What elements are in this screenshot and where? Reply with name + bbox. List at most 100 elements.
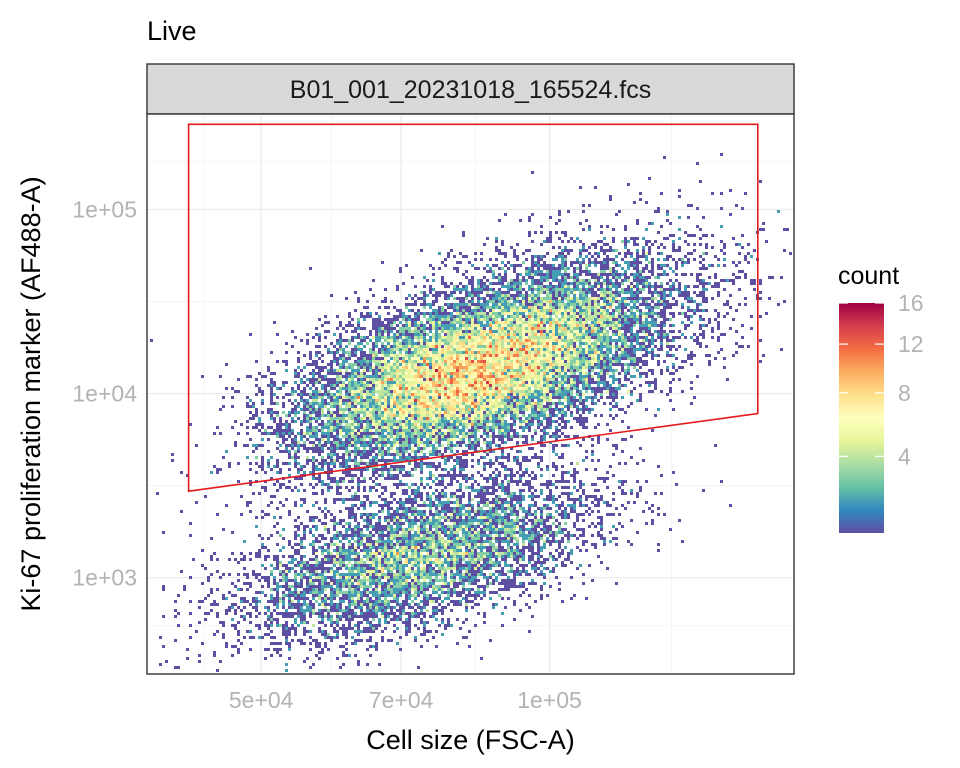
density-cell bbox=[453, 384, 456, 387]
density-cell bbox=[483, 303, 486, 306]
density-cell bbox=[450, 336, 453, 339]
density-cell bbox=[612, 360, 615, 363]
density-cell bbox=[483, 390, 486, 393]
density-cell bbox=[579, 366, 582, 369]
density-cell bbox=[444, 414, 447, 417]
density-cell bbox=[339, 585, 342, 588]
density-cell bbox=[345, 366, 348, 369]
density-cell bbox=[507, 549, 510, 552]
density-cell bbox=[492, 537, 495, 540]
density-cell bbox=[576, 411, 579, 414]
density-cell bbox=[645, 372, 648, 375]
density-cell bbox=[447, 342, 450, 345]
density-cell bbox=[345, 417, 348, 420]
density-cell bbox=[390, 405, 393, 408]
density-cell bbox=[414, 588, 417, 591]
density-cell bbox=[486, 270, 489, 273]
density-cell bbox=[390, 564, 393, 567]
density-cell bbox=[411, 540, 414, 543]
density-cell bbox=[462, 375, 465, 378]
density-cell bbox=[318, 396, 321, 399]
density-cell bbox=[489, 327, 492, 330]
density-cell bbox=[423, 546, 426, 549]
density-cell bbox=[474, 324, 477, 327]
density-cell bbox=[453, 369, 456, 372]
density-cell bbox=[393, 435, 396, 438]
density-cell bbox=[537, 366, 540, 369]
density-cell bbox=[414, 330, 417, 333]
density-cell bbox=[306, 438, 309, 441]
density-cell bbox=[636, 219, 639, 222]
density-cell bbox=[480, 522, 483, 525]
density-cell bbox=[393, 573, 396, 576]
density-cell bbox=[651, 258, 654, 261]
density-cell bbox=[405, 336, 408, 339]
density-cell bbox=[432, 369, 435, 372]
density-cell bbox=[549, 330, 552, 333]
density-cell bbox=[678, 336, 681, 339]
density-cell bbox=[642, 237, 645, 240]
density-cell bbox=[606, 423, 609, 426]
density-cell bbox=[378, 435, 381, 438]
density-cell bbox=[600, 231, 603, 234]
density-cell bbox=[660, 303, 663, 306]
density-cell bbox=[237, 648, 240, 651]
density-cell bbox=[321, 618, 324, 621]
density-cell bbox=[474, 291, 477, 294]
density-cell bbox=[489, 339, 492, 342]
density-cell bbox=[417, 375, 420, 378]
density-cell bbox=[558, 354, 561, 357]
density-cell bbox=[579, 315, 582, 318]
density-cell bbox=[477, 411, 480, 414]
density-cell bbox=[441, 492, 444, 495]
density-cell bbox=[384, 564, 387, 567]
density-cell bbox=[312, 543, 315, 546]
density-cell bbox=[477, 294, 480, 297]
density-cell bbox=[288, 600, 291, 603]
density-cell bbox=[624, 372, 627, 375]
density-cell bbox=[447, 426, 450, 429]
density-cell bbox=[498, 420, 501, 423]
density-cell bbox=[477, 414, 480, 417]
density-cell bbox=[603, 357, 606, 360]
density-cell bbox=[453, 315, 456, 318]
density-cell bbox=[363, 384, 366, 387]
density-cell bbox=[375, 396, 378, 399]
density-cell bbox=[462, 306, 465, 309]
density-cell bbox=[504, 312, 507, 315]
density-cell bbox=[507, 399, 510, 402]
density-cell bbox=[420, 414, 423, 417]
density-cell bbox=[624, 351, 627, 354]
density-cell bbox=[246, 630, 249, 633]
density-cell bbox=[585, 426, 588, 429]
density-cell bbox=[444, 351, 447, 354]
density-cell bbox=[444, 405, 447, 408]
density-cell bbox=[441, 504, 444, 507]
density-cell bbox=[570, 333, 573, 336]
density-cell bbox=[354, 558, 357, 561]
density-cell bbox=[363, 441, 366, 444]
density-cell bbox=[579, 288, 582, 291]
density-cell bbox=[630, 543, 633, 546]
density-cell bbox=[573, 285, 576, 288]
density-cell bbox=[579, 270, 582, 273]
density-cell bbox=[615, 405, 618, 408]
density-cell bbox=[333, 393, 336, 396]
density-cell bbox=[486, 360, 489, 363]
density-cell bbox=[486, 423, 489, 426]
density-cell bbox=[708, 363, 711, 366]
density-cell bbox=[360, 591, 363, 594]
density-cell bbox=[489, 552, 492, 555]
density-cell bbox=[471, 498, 474, 501]
density-cell bbox=[462, 585, 465, 588]
density-cell bbox=[333, 444, 336, 447]
density-cell bbox=[615, 369, 618, 372]
density-cell bbox=[543, 411, 546, 414]
density-cell bbox=[660, 342, 663, 345]
density-cell bbox=[393, 357, 396, 360]
density-cell bbox=[594, 348, 597, 351]
density-cell bbox=[390, 420, 393, 423]
density-cell bbox=[462, 360, 465, 363]
density-cell bbox=[444, 417, 447, 420]
density-cell bbox=[411, 456, 414, 459]
